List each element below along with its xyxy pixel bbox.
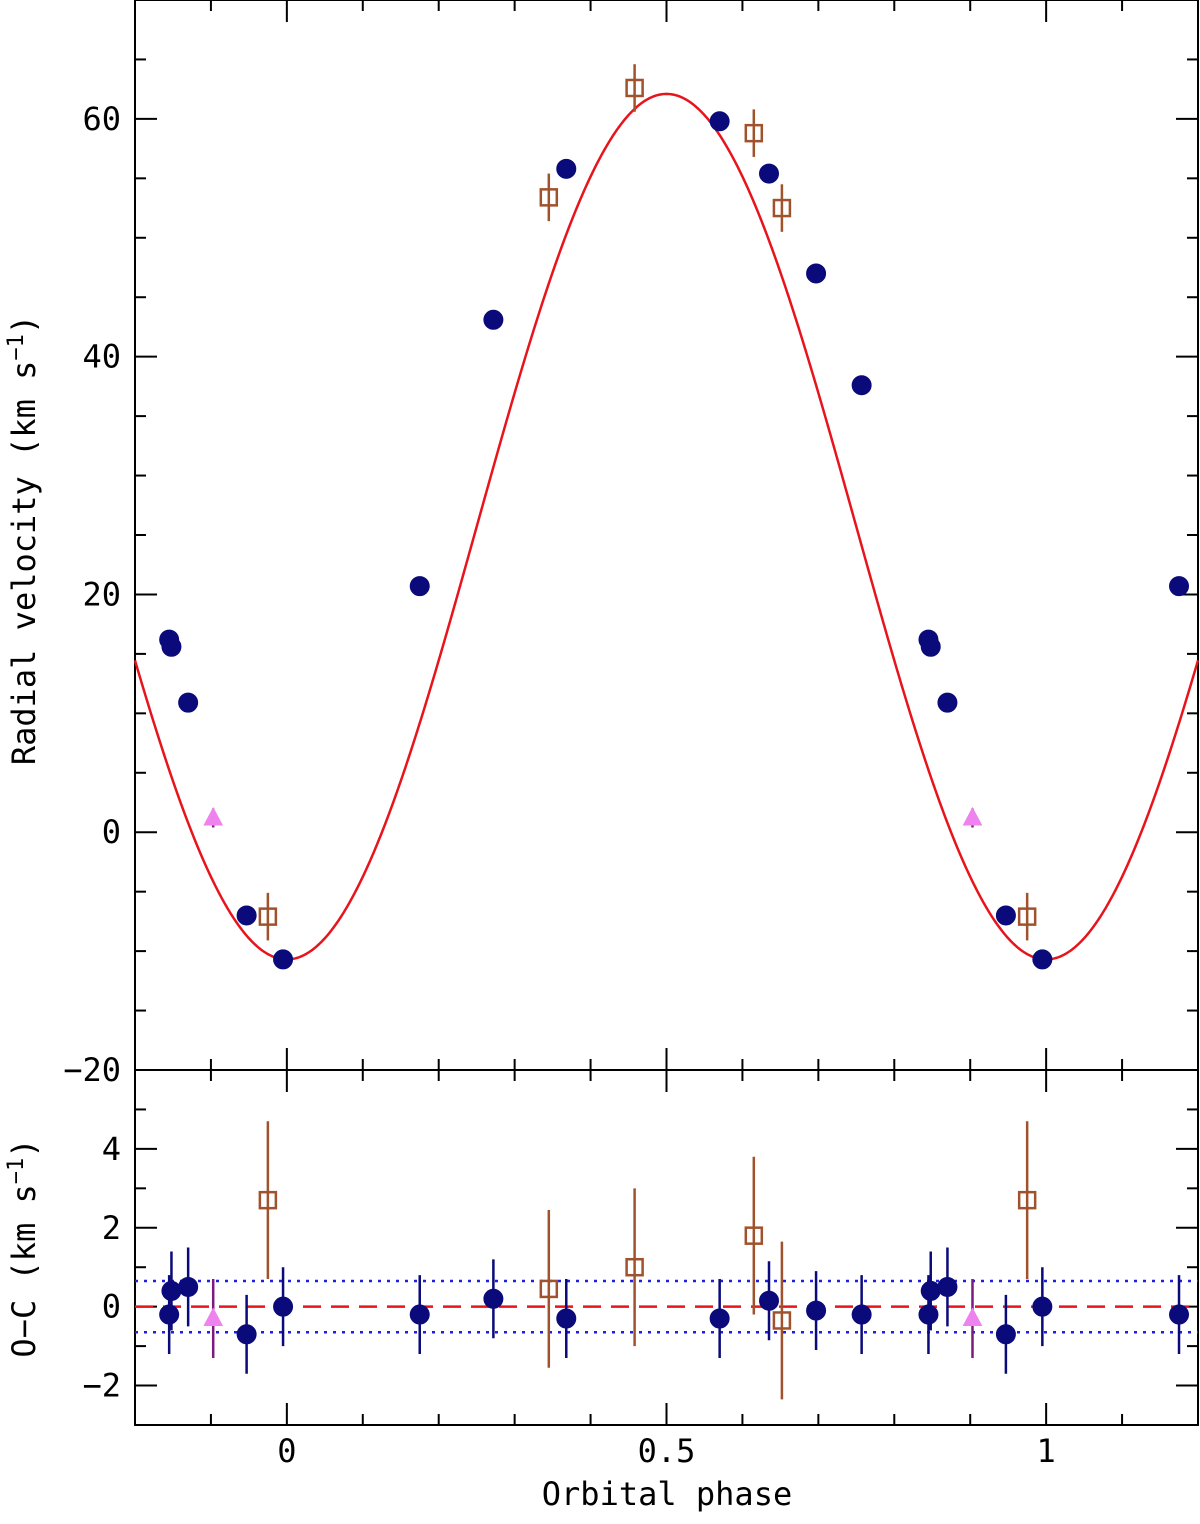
bottom-ytick-label: 4 (102, 1130, 121, 1168)
top-circle-point (161, 636, 182, 657)
bottom-circle-point (806, 1300, 827, 1321)
x-tick-label: 0 (277, 1432, 296, 1470)
bottom-triangle-point (203, 1307, 224, 1326)
top-triangle-point (962, 806, 983, 826)
top-square-point (744, 123, 764, 143)
bottom-circle-point (161, 1280, 182, 1301)
bottom-ylabel: O−C (km s−1) (4, 1138, 43, 1357)
bottom-circle-point (483, 1288, 504, 1309)
bottom-circle-point (920, 1280, 941, 1301)
top-frame (134, 0, 1199, 1071)
bottom-square-point (625, 1257, 644, 1277)
top-circle-point (995, 905, 1016, 926)
top-circle-point (759, 163, 780, 184)
top-square-point (539, 188, 559, 207)
bottom-circle-point (409, 1304, 430, 1325)
bottom-circle-point (159, 1304, 180, 1325)
bottom-circle-point (937, 1276, 958, 1297)
top-circle-point (273, 949, 294, 970)
top-circle-point (483, 309, 504, 330)
orbit-model-curve (133, 92, 1200, 961)
top-circle-point (1169, 576, 1190, 597)
bottom-frame (134, 1069, 1199, 1426)
top-square-point (772, 198, 792, 218)
bottom-circle-point (851, 1304, 872, 1325)
bottom-circle-point (759, 1290, 780, 1311)
top-circle-point (709, 111, 730, 132)
top-triangle-point (203, 806, 224, 826)
top-ytick-label: 60 (82, 100, 121, 138)
top-circle-point (1032, 949, 1053, 970)
bottom-circle-point (709, 1308, 730, 1329)
bottom-ytick-label: −2 (82, 1367, 121, 1405)
bottom-square-point (258, 1190, 278, 1210)
bottom-circle-point (918, 1304, 939, 1325)
top-circle-point (409, 576, 430, 597)
radial-velocity-panel: −20 0 20 40 60 (63, 0, 1200, 1089)
top-square-point (1017, 907, 1037, 926)
top-circle-point (920, 636, 941, 657)
bottom-ylabel-main: O−C (km s (5, 1184, 43, 1357)
bottom-ylabel-exp: −1 (4, 1158, 29, 1185)
top-square-point (625, 78, 644, 98)
bottom-ytick-label: 0 (102, 1288, 121, 1326)
top-ylabel-exp: −1 (4, 334, 29, 361)
bottom-square-point (772, 1311, 792, 1330)
top-circle-point (236, 905, 257, 926)
bottom-circle-point (178, 1276, 199, 1297)
x-tick-label: 0.5 (638, 1432, 696, 1470)
x-axis-title: Orbital phase (542, 1475, 792, 1513)
top-square-point (258, 907, 278, 926)
top-circle-point (937, 692, 958, 713)
top-ytick-label: 0 (102, 813, 121, 851)
bottom-circle-point (236, 1324, 257, 1345)
top-ytick-label: 20 (82, 575, 121, 613)
top-ytick-label: −20 (63, 1051, 121, 1089)
bottom-circle-point (1032, 1296, 1053, 1317)
x-tick-label: 1 (1037, 1432, 1056, 1470)
bottom-square-point (1017, 1190, 1037, 1210)
top-circle-point (806, 263, 827, 284)
bottom-circle-point (556, 1308, 577, 1329)
residuals-panel: −2 0 2 4 0 0.5 1 (82, 1069, 1199, 1470)
bottom-circle-point (273, 1296, 294, 1317)
top-ylabel-main: Radial velocity (km s (5, 361, 43, 766)
top-ytick-label: 40 (82, 338, 121, 376)
bottom-square-point (744, 1226, 764, 1245)
bottom-ylabel-close: ) (5, 1138, 43, 1157)
top-ylabel-close: ) (5, 315, 43, 334)
top-circle-point (851, 375, 872, 396)
bottom-circle-point (1169, 1304, 1190, 1325)
bottom-ytick-label: 2 (102, 1209, 121, 1247)
top-circle-point (556, 158, 577, 179)
bottom-triangle-point (962, 1307, 983, 1326)
top-circle-point (178, 692, 199, 713)
bottom-circle-point (995, 1324, 1016, 1345)
top-ylabel: Radial velocity (km s−1) (4, 315, 43, 765)
bottom-square-point (539, 1279, 559, 1299)
